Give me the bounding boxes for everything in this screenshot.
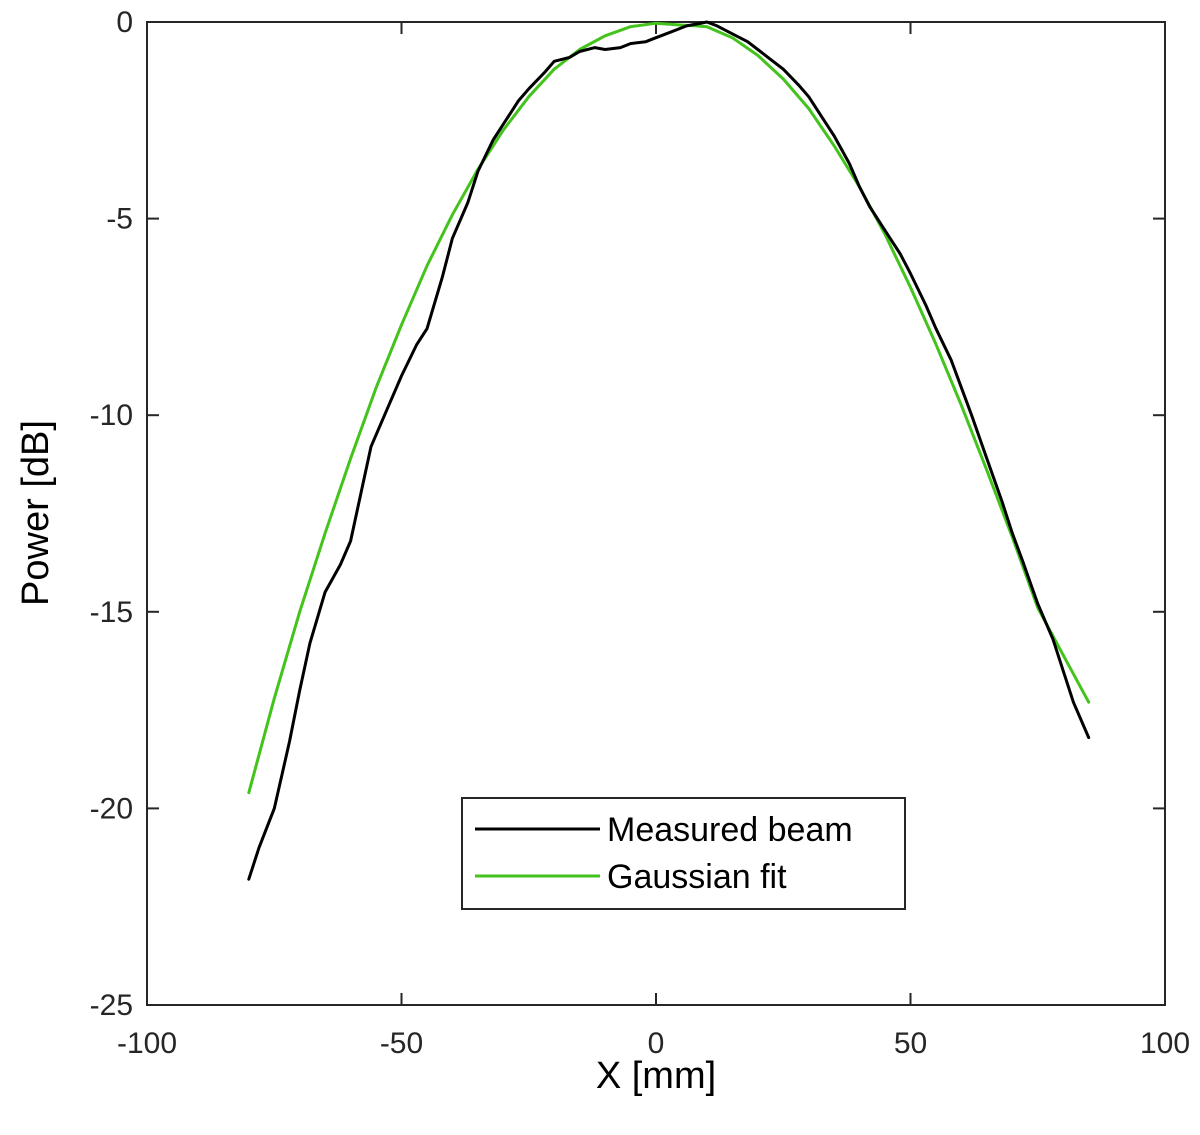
- legend: Measured beam Gaussian fit: [461, 797, 906, 910]
- series-layer: [247, 20, 1091, 881]
- y-tick-label: -15: [90, 596, 133, 629]
- y-tick-label: -20: [90, 792, 133, 825]
- axis-tick-labels: -100 -50 0 50 100 0 -5 -10 -15 -20 -25: [90, 6, 1190, 1060]
- x-axis-label: X [mm]: [596, 1055, 716, 1097]
- legend-label-measured-beam: Measured beam: [607, 811, 853, 849]
- series-line-gaussian-fit: [247, 21, 1091, 795]
- y-tick-label: 0: [116, 6, 133, 39]
- series-line-measured-beam: [247, 20, 1091, 881]
- x-tick-label: -100: [117, 1027, 177, 1060]
- legend-label-gaussian-fit: Gaussian fit: [607, 858, 787, 896]
- x-tick-label: -50: [380, 1027, 423, 1060]
- x-tick-label: 0: [648, 1027, 665, 1060]
- y-tick-label: -10: [90, 399, 133, 432]
- legend-box: [461, 797, 906, 910]
- axis-ticks: [146, 21, 1166, 1006]
- x-tick-label: 100: [1140, 1027, 1190, 1060]
- y-axis-label: Power [dB]: [15, 420, 57, 606]
- y-tick-label: -25: [90, 989, 133, 1022]
- y-tick-label: -5: [106, 203, 133, 236]
- x-tick-label: 50: [894, 1027, 927, 1060]
